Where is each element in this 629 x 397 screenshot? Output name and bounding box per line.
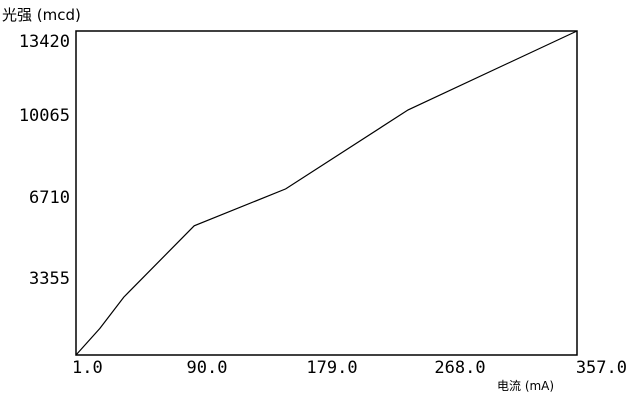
y-tick-label-6710: 6710	[29, 188, 70, 208]
x-tick-label-90: 90.0	[187, 358, 228, 378]
series-layer	[75, 30, 578, 356]
series-line-0	[75, 30, 578, 356]
y-tick-label-3355: 3355	[29, 269, 70, 289]
y-tick-label-10065: 10065	[19, 106, 70, 126]
y-axis-title: 光强 (mcd)	[2, 6, 81, 24]
x-tick-label-1: 1.0	[72, 358, 103, 378]
x-tick-label-268: 268.0	[434, 358, 485, 378]
y-tick-label-13420: 13420	[19, 32, 70, 52]
x-tick-label-357: 357.0	[576, 358, 627, 378]
plot-frame	[75, 30, 578, 356]
x-tick-label-179: 179.0	[306, 358, 357, 378]
x-axis-title: 电流 (mA)	[497, 379, 554, 393]
